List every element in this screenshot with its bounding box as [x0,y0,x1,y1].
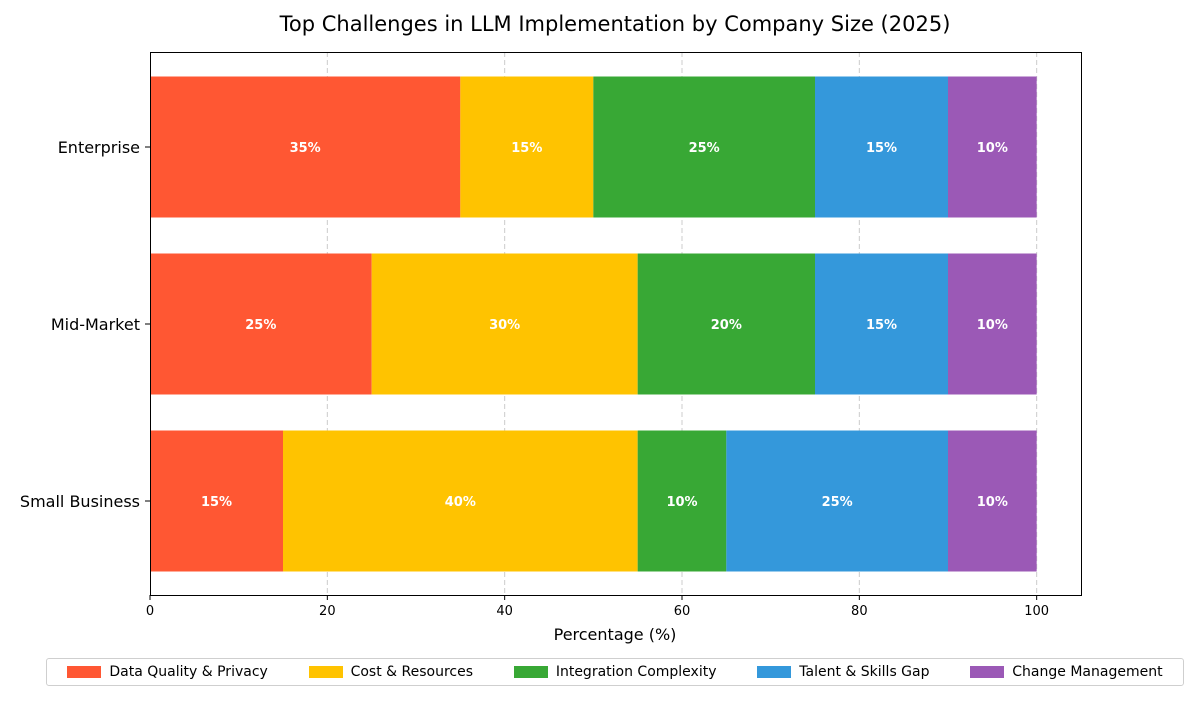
legend-item: Cost & Resources [308,664,474,680]
legend-item: Change Management [970,664,1163,680]
bar-segment [637,430,727,572]
bar-segment [460,76,594,218]
legend-swatch [970,666,1005,678]
legend-label: Cost & Resources [350,664,474,680]
bar-segment [948,253,1037,395]
bar-value-label: 10% [977,495,1008,510]
bar-value-label: 15% [866,141,897,156]
legend-item: Integration Complexity [513,664,717,680]
bar-value-label: 25% [822,495,853,510]
x-axis-label: Percentage (%) [554,625,677,644]
bar-segment [815,253,948,395]
legend: Data Quality & Privacy Cost & Resources In… [46,658,1184,686]
bar-segment [371,253,638,395]
bar-value-label: 10% [666,495,697,510]
bar-segment [593,76,815,218]
y-tick-label: Mid-Market [51,315,140,334]
bar-segment [150,76,461,218]
legend-item: Talent & Skills Gap [757,664,930,680]
legend-swatch [513,666,548,678]
bar-value-label: 15% [511,141,542,156]
bar-segment [948,430,1037,572]
bar-value-label: 30% [489,318,520,333]
bar-value-label: 15% [201,495,232,510]
x-tick-label: 40 [496,604,513,619]
x-tick-label: 80 [851,604,868,619]
bar-value-label: 10% [977,318,1008,333]
bar-segment [150,253,372,395]
x-tick-label: 20 [319,604,336,619]
bar-value-label: 20% [711,318,742,333]
chart-title: Top Challenges in LLM Implementation by … [279,12,951,36]
plot-frame [150,52,1082,596]
x-tick-label: 60 [674,604,691,619]
legend-label: Data Quality & Privacy [109,664,268,680]
legend-label: Integration Complexity [555,664,717,680]
legend-label: Change Management [1012,664,1163,680]
bar-value-label: 25% [689,141,720,156]
labels-layer: 35% 15% 25% 15% 10% 25% 30% 20% 15% 10% 15% 40% 10% 2… [201,141,1008,510]
x-tick-label: 100 [1024,604,1049,619]
legend-label: Talent & Skills Gap [799,664,930,680]
legend-item: Data Quality & Privacy [67,664,268,680]
bar-value-label: 10% [977,141,1008,156]
bar-segment [726,430,948,572]
legend-swatch [67,666,102,678]
x-axis: 0 20 40 60 80 100 [146,595,1049,619]
y-axis: Enterprise Mid-Market Small Business [20,138,150,511]
legend-swatch [757,666,792,678]
bar-segment [815,76,948,218]
bar-value-label: 15% [866,318,897,333]
y-tick-label: Enterprise [58,138,140,157]
bar-segment [637,253,815,395]
bar-value-label: 35% [290,141,321,156]
legend-swatch [308,666,343,678]
bar-value-label: 40% [445,495,476,510]
bars-layer [150,76,1037,572]
bar-segment [150,430,283,572]
bar-segment [283,430,638,572]
x-tick-label: 0 [146,604,154,619]
y-tick-label: Small Business [20,492,140,511]
bar-value-label: 25% [245,318,276,333]
bar-segment [948,76,1037,218]
